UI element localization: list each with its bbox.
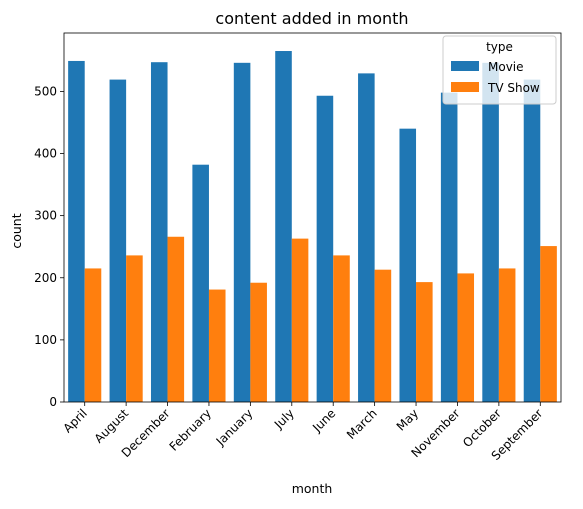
bar-tv-show-august [126, 255, 143, 402]
bar-tv-show-february [208, 289, 226, 402]
bars-layer [68, 51, 557, 403]
bar-movie-june [316, 95, 334, 402]
bar-tv-show-april [84, 268, 102, 402]
y-tick-label: 300 [34, 209, 57, 223]
bar-tv-show-may [416, 282, 433, 402]
bar-movie-april [68, 60, 85, 403]
x-axis-label: month [292, 481, 333, 496]
legend-label-movie: Movie [488, 60, 524, 74]
bar-tv-show-june [333, 255, 350, 402]
bar-movie-march [358, 73, 375, 402]
x-tick-label: February [167, 406, 215, 454]
bar-movie-may [399, 128, 417, 402]
legend-label-tv-show: TV Show [487, 81, 540, 95]
bar-tv-show-january [250, 282, 267, 402]
bar-movie-january [233, 62, 251, 403]
legend-swatch-tv-show [451, 82, 479, 92]
x-tick-label: March [344, 406, 380, 442]
bar-tv-show-december [167, 236, 185, 402]
x-tick-label: June [309, 406, 338, 435]
x-tick-label: January [213, 406, 256, 449]
bar-tv-show-march [374, 269, 392, 402]
bar-movie-february [192, 164, 209, 402]
bar-movie-october [482, 62, 499, 403]
bar-tv-show-july [291, 238, 309, 402]
bar-tv-show-november [457, 273, 475, 402]
plot-frame [63, 32, 562, 403]
bar-movie-august [109, 79, 127, 402]
legend: type Movie TV Show [442, 35, 557, 105]
bar-movie-september [523, 79, 541, 402]
x-tick-label: July [271, 406, 297, 432]
y-tick-label: 400 [34, 147, 57, 161]
bar-tv-show-october [498, 268, 516, 402]
bar-movie-november [440, 92, 458, 403]
x-tick-label: April [61, 406, 90, 435]
x-tick-label: August [92, 406, 132, 446]
legend-title: type [486, 40, 513, 54]
bar-movie-december [150, 62, 168, 403]
chart-title: content added in month [215, 9, 408, 28]
y-tick-label: 500 [34, 84, 57, 98]
y-axis-label: count [9, 213, 24, 248]
bar-tv-show-september [540, 246, 557, 402]
x-tick-label: May [394, 406, 421, 433]
bar-movie-july [275, 51, 292, 403]
y-tick-label: 100 [34, 333, 57, 347]
y-tick-label: 0 [49, 395, 57, 409]
y-tick-label: 200 [34, 271, 57, 285]
legend-swatch-movie [451, 61, 479, 71]
